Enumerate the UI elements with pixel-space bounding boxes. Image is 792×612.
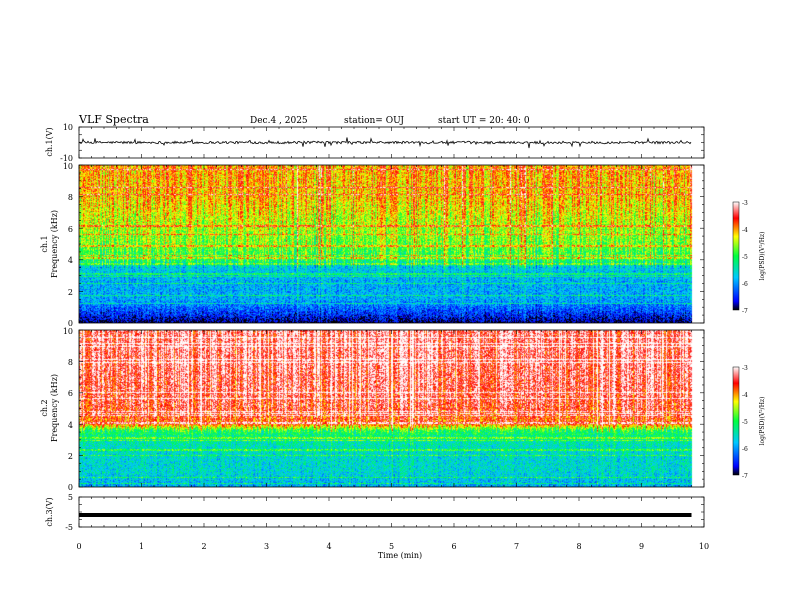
ch1-cb-tick-5: -5	[742, 254, 748, 261]
ch2-colorbar	[732, 366, 740, 476]
ch1-freq-tick-4: 4	[68, 256, 73, 265]
ch1-colorbar-label: log(PSD)(V²/Hz)	[759, 232, 766, 281]
date-label: Dec.4 , 2025	[250, 116, 308, 126]
ch1-cb-tick-7: -7	[742, 308, 748, 315]
start-ut-label: start UT = 20: 40: 0	[438, 116, 530, 126]
xtick-3: 3	[264, 542, 269, 551]
xtick-2: 2	[201, 542, 206, 551]
ch2-colorbar-label: log(PSD)(V²/Hz)	[759, 397, 766, 446]
ch2-freq-tick-10: 10	[63, 327, 73, 336]
ch1-spectrogram-panel: 10 8 6 4 2 0 ch.1 Frequency (kHz) -3 -4 …	[40, 162, 766, 328]
figure-title: VLF Spectra	[78, 113, 149, 126]
ch3-waveform-ylabel: ch.3(V)	[45, 497, 54, 526]
xtick-8: 8	[576, 542, 581, 551]
ch1-freq-tick-10: 10	[63, 162, 73, 171]
ch1-ytick-bottom: -10	[60, 154, 73, 163]
ch2-freq-tick-4: 4	[68, 421, 73, 430]
xtick-0: 0	[76, 542, 81, 551]
ch1-cb-tick-3: -3	[742, 200, 748, 207]
ch3-ytick-bottom: -5	[65, 523, 73, 532]
ch2-cb-tick-5: -5	[742, 419, 748, 426]
ch1-spectrogram-heatmap	[79, 165, 704, 323]
ch1-freq-tick-2: 2	[68, 288, 73, 297]
ch1-waveform-ylabel: ch.1(V)	[45, 127, 54, 156]
ch2-freq-tick-6: 6	[68, 389, 73, 398]
ch1-cb-tick-6: -6	[742, 281, 748, 288]
xtick-4: 4	[326, 542, 331, 551]
ch2-freq-tick-0: 0	[68, 483, 73, 492]
ch2-cb-tick-7: -7	[742, 473, 748, 480]
ch2-freq-tick-8: 8	[68, 358, 73, 367]
ch3-ytick-top: 5	[68, 493, 73, 502]
ch1-waveform-line	[78, 137, 692, 149]
x-axis-label: Time (min)	[378, 551, 422, 560]
ch1-spectrogram-ylabel: ch.1	[40, 235, 49, 252]
x-axis: 0 1 2 3 4 5 6 7 8 9 10 Time (min)	[76, 542, 709, 560]
ch1-frequency-ylabel: Frequency (kHz)	[50, 210, 59, 278]
xtick-10: 10	[699, 542, 709, 551]
axis-tick-marks	[78, 126, 705, 528]
ch2-freq-tick-2: 2	[68, 452, 73, 461]
xtick-1: 1	[139, 542, 144, 551]
ch1-cb-tick-4: -4	[742, 227, 748, 234]
xtick-6: 6	[451, 542, 456, 551]
xtick-9: 9	[639, 542, 644, 551]
ch1-colorbar	[732, 201, 740, 311]
ch1-ytick-top: 10	[63, 123, 73, 132]
ch2-spectrogram-panel: 10 8 6 4 2 0 ch.2 Frequency (kHz) -3 -4 …	[40, 327, 766, 492]
xtick-5: 5	[389, 542, 394, 551]
ch2-cb-tick-4: -4	[742, 392, 748, 399]
xtick-7: 7	[514, 542, 519, 551]
ch1-freq-tick-8: 8	[68, 193, 73, 202]
ch2-frequency-ylabel: Frequency (kHz)	[50, 374, 59, 442]
ch2-spectrogram-ylabel: ch.2	[40, 399, 49, 416]
station-label: station= OUJ	[344, 116, 404, 126]
ch2-cb-tick-6: -6	[742, 446, 748, 453]
ch2-cb-tick-3: -3	[742, 365, 748, 372]
ch1-freq-tick-6: 6	[68, 225, 73, 234]
ch3-waveform-frame	[78, 496, 705, 528]
ch1-freq-tick-0: 0	[68, 319, 73, 328]
ch2-spectrogram-heatmap	[79, 330, 704, 487]
ch3-waveform-panel: 5 -5 ch.3(V)	[45, 493, 705, 532]
ch1-waveform-panel: 10 -10 ch.1(V)	[45, 123, 705, 163]
